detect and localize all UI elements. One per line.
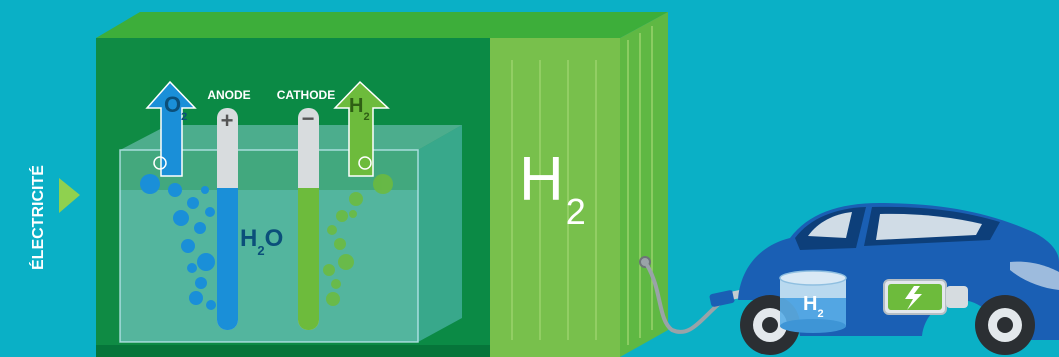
anode-electrode — [217, 108, 238, 330]
battery-icon — [883, 279, 968, 315]
cathode-label: CATHODE — [277, 88, 335, 102]
container-h2-label: H2 — [519, 145, 586, 232]
hydrogen-arrow-symbol: H2 — [349, 95, 370, 123]
hydrogen-arrow — [333, 80, 390, 177]
car-rear-wheel — [975, 295, 1035, 355]
oxygen-bubbles — [140, 174, 216, 310]
water-formula: H2O — [240, 225, 283, 258]
cathode-sign: − — [302, 106, 315, 131]
oxygen-arrow — [145, 80, 197, 177]
cathode-electrode — [298, 108, 319, 330]
anode-label: ANODE — [207, 88, 250, 102]
electricity-label: ÉLECTRICITÉ — [28, 165, 47, 270]
car-tank-h2-label: H2 — [803, 293, 824, 320]
oxygen-symbol: O2 — [164, 92, 187, 123]
play-arrow-icon — [59, 178, 80, 213]
fuel-hose — [639, 256, 750, 334]
car-h2-tank — [779, 270, 847, 333]
hydrogen-bubbles — [323, 174, 393, 306]
anode-sign: + — [221, 108, 234, 133]
